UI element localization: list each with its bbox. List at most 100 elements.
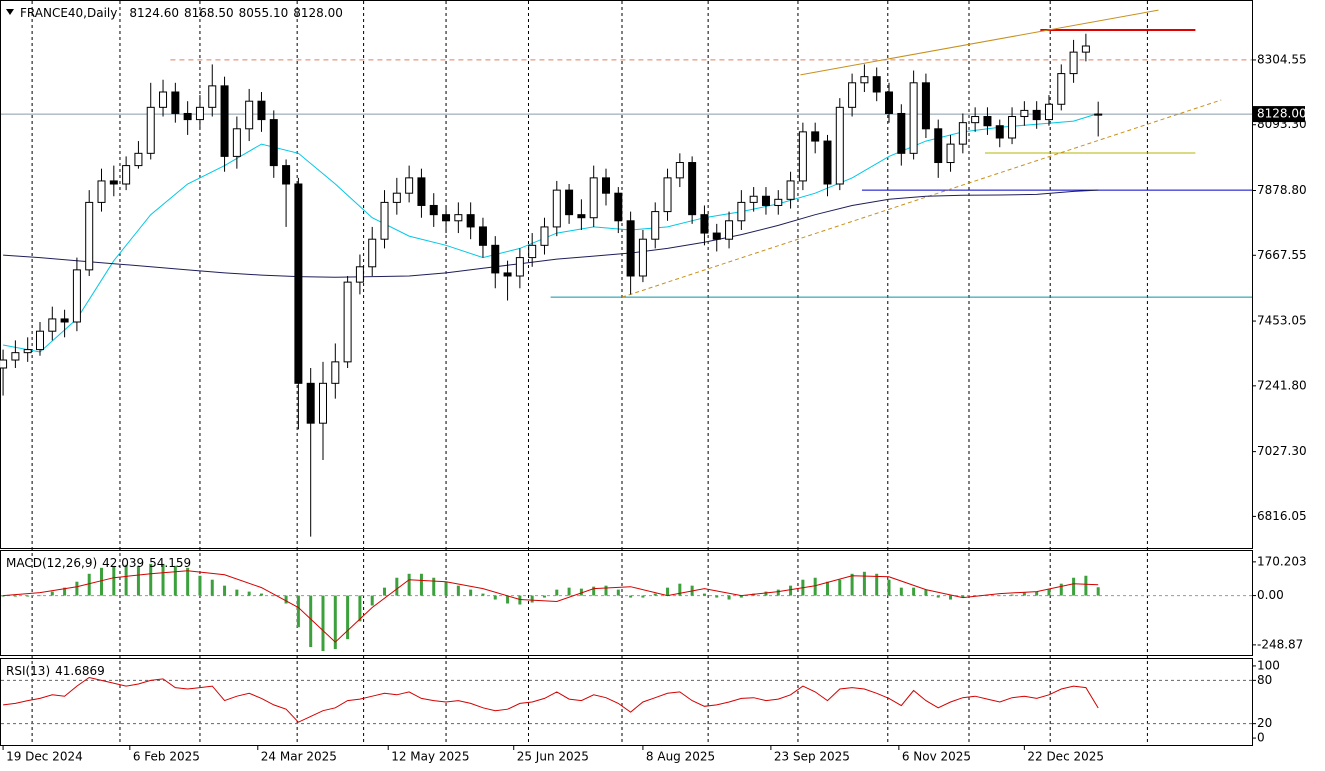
macd-bar — [296, 595, 300, 628]
candle-body — [282, 165, 291, 185]
macd-bar — [592, 586, 596, 596]
x-tick-label: 19 Dec 2024 — [6, 750, 83, 764]
macd-panel — [0, 550, 1253, 656]
macd-bar — [321, 595, 325, 652]
candle-body — [725, 220, 734, 240]
candle-body — [528, 244, 537, 259]
candle-body — [1032, 109, 1041, 121]
candle-body — [306, 382, 315, 424]
candle-body — [183, 112, 192, 121]
macd-bar — [629, 595, 633, 598]
y-tick-label: 100 — [1257, 658, 1280, 672]
x-tick-label: 25 Jun 2025 — [517, 750, 589, 764]
macd-bar — [998, 595, 1002, 597]
macd-bar — [678, 583, 682, 596]
macd-bar — [887, 579, 891, 596]
macd-bar — [493, 595, 497, 600]
macd-bar — [75, 581, 79, 596]
macd-bar — [173, 565, 177, 596]
candle-body — [786, 180, 795, 200]
trend-line — [800, 9, 1159, 76]
macd-bar — [1084, 575, 1088, 596]
macd-signal-line — [3, 570, 1099, 643]
macd-bar — [506, 595, 510, 604]
macd-bar — [567, 587, 571, 596]
macd-bar — [530, 595, 534, 603]
macd-bar — [346, 595, 350, 640]
candle-body — [995, 125, 1004, 139]
candle-body — [466, 214, 475, 228]
macd-bar — [481, 593, 485, 596]
candle-body — [48, 318, 57, 332]
y-tick-label: 8304.55 — [1257, 52, 1307, 66]
macd-bar — [272, 595, 276, 597]
candle-body — [515, 257, 524, 277]
macd-bar — [776, 589, 780, 596]
candle-body — [380, 201, 389, 240]
candle-body — [60, 318, 69, 323]
x-tick-label: 23 Sep 2025 — [774, 750, 850, 764]
macd-title: MACD(12,26,9) — [6, 556, 97, 570]
macd-bar — [862, 571, 866, 596]
macd-bar — [161, 563, 165, 596]
macd-bar — [542, 595, 546, 598]
macd-bar — [259, 593, 263, 596]
macd-bar — [764, 591, 768, 596]
macd-bar — [899, 587, 903, 596]
macd-bar — [395, 577, 399, 596]
candle-body — [122, 165, 131, 185]
candle-body — [1020, 109, 1029, 118]
candle-body — [23, 349, 32, 354]
candle-body — [749, 195, 758, 203]
macd-bar — [702, 593, 706, 596]
candle-body — [208, 85, 217, 108]
macd-bar — [149, 563, 153, 596]
y-tick-label: 7667.55 — [1257, 248, 1307, 262]
candle-body — [442, 214, 451, 222]
macd-bar — [419, 573, 423, 596]
candle-body — [72, 269, 81, 323]
y-tick-label: -248.87 — [1257, 637, 1303, 651]
candle-body — [675, 162, 684, 179]
menu-triangle — [6, 9, 14, 15]
macd-bar — [432, 577, 436, 596]
macd-bar — [715, 595, 719, 598]
macd-bar — [87, 573, 91, 596]
moving-average — [3, 189, 1099, 278]
x-tick-label: 24 Mar 2025 — [261, 750, 337, 764]
candle-body — [35, 330, 44, 351]
y-tick-label: 7241.80 — [1257, 378, 1307, 392]
candle-body — [688, 162, 697, 216]
candle-body — [577, 214, 586, 219]
candle-body — [368, 238, 377, 268]
high-value: 8168.50 — [184, 6, 234, 20]
candle-body — [232, 128, 241, 157]
macd-bar — [1010, 594, 1014, 596]
macd-bar — [124, 564, 128, 596]
macd-bar — [850, 573, 854, 596]
y-tick-label: 7453.05 — [1257, 314, 1307, 328]
candle-body — [872, 76, 881, 93]
macd-bar — [739, 595, 743, 598]
rsi-header: RSI(13) 41.6869 — [6, 664, 105, 678]
candle-body — [946, 143, 955, 164]
macd-bar — [1, 595, 5, 597]
macd-bar — [38, 595, 42, 597]
candle-body — [1069, 51, 1078, 75]
candle-body — [331, 361, 340, 384]
macd-bar — [838, 579, 842, 596]
candle-body — [257, 100, 266, 121]
candle-body — [897, 112, 906, 154]
close-value: 8128.00 — [293, 6, 343, 20]
y-tick-label: 170.203 — [1257, 554, 1307, 568]
candle-body — [1057, 73, 1066, 105]
macd-bar — [223, 585, 227, 596]
rsi-line — [3, 676, 1099, 723]
macd-bar — [789, 585, 793, 596]
y-tick-label: 20 — [1257, 716, 1272, 730]
x-tick-label: 6 Feb 2025 — [133, 750, 200, 764]
y-tick-label: 7878.80 — [1257, 183, 1307, 197]
macd-bar — [1096, 587, 1100, 596]
macd-bar — [407, 573, 411, 596]
